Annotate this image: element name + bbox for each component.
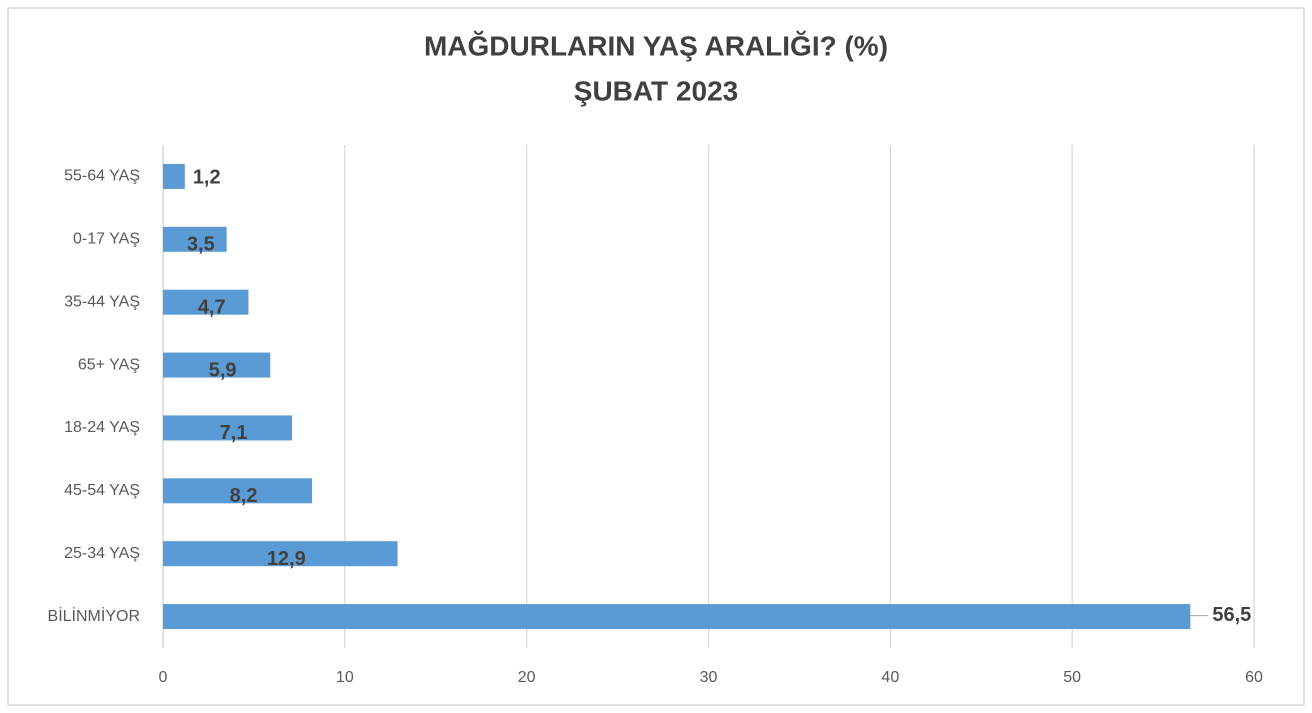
chart-title: MAĞDURLARIN YAŞ ARALIĞI? (%) xyxy=(424,30,888,61)
data-label: 4,7 xyxy=(198,296,226,318)
y-tick-label: 55-64 YAŞ xyxy=(64,168,140,185)
data-label: 3,5 xyxy=(187,234,215,256)
y-tick-label: 25-34 YAŞ xyxy=(64,545,140,562)
x-tick-label: 20 xyxy=(518,669,536,686)
bar xyxy=(163,415,293,441)
data-label: 12,9 xyxy=(267,548,306,570)
x-tick-label: 60 xyxy=(1245,669,1263,686)
bar xyxy=(163,541,398,567)
y-tick-label: 45-54 YAŞ xyxy=(64,482,140,499)
y-tick-label: 35-44 YAŞ xyxy=(64,293,140,310)
data-label: 1,2 xyxy=(193,167,221,189)
bar xyxy=(163,478,313,504)
x-tick-label: 50 xyxy=(1063,669,1081,686)
x-tick-label: 30 xyxy=(700,669,718,686)
bar xyxy=(163,289,249,315)
data-label: 5,9 xyxy=(209,359,237,381)
y-tick-label: 65+ YAŞ xyxy=(78,356,140,373)
data-label: 8,2 xyxy=(230,485,258,507)
chart-subtitle: ŞUBAT 2023 xyxy=(574,75,738,106)
y-tick-label: 0-17 YAŞ xyxy=(73,231,140,248)
data-label: 7,1 xyxy=(220,422,248,444)
x-tick-label: 10 xyxy=(336,669,354,686)
y-tick-label: 18-24 YAŞ xyxy=(64,419,140,436)
bar xyxy=(163,352,271,378)
y-tick-label: BİLİNMİYOR xyxy=(48,606,140,625)
bar xyxy=(163,226,227,252)
bar xyxy=(163,163,185,189)
data-label: 56,5 xyxy=(1212,604,1251,626)
bar xyxy=(163,604,1191,630)
x-tick-label: 0 xyxy=(159,669,168,686)
x-tick-label: 40 xyxy=(881,669,899,686)
